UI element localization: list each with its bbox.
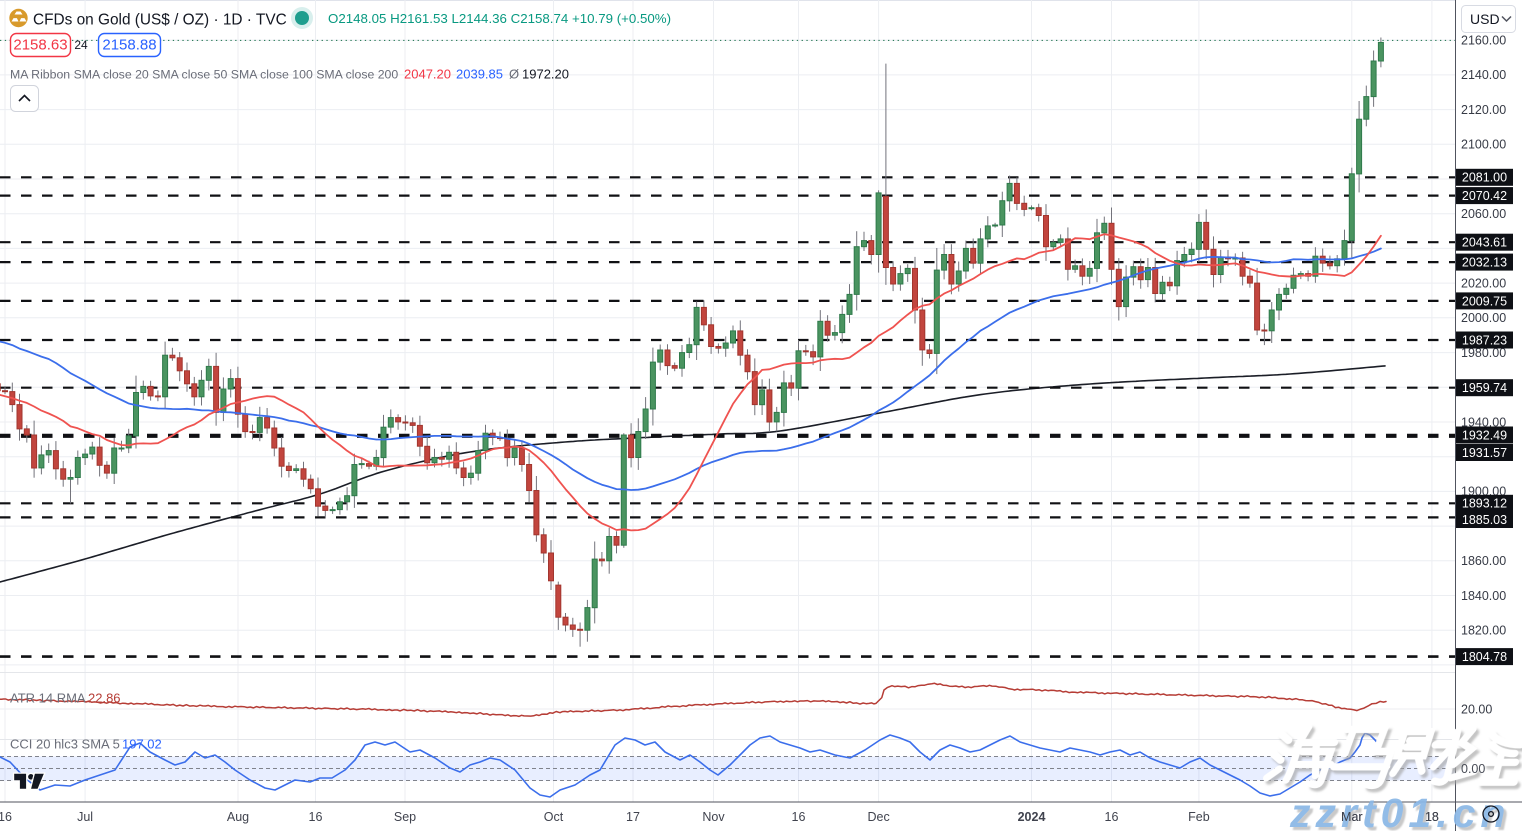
svg-text:2039.85: 2039.85 xyxy=(456,67,503,82)
svg-text:Mar: Mar xyxy=(1341,810,1363,824)
svg-text:2000.00: 2000.00 xyxy=(1461,311,1506,325)
svg-text:Aug: Aug xyxy=(227,810,249,824)
svg-text:2158.63: 2158.63 xyxy=(13,37,67,54)
svg-text:2020.00: 2020.00 xyxy=(1461,276,1506,290)
svg-text:22.86: 22.86 xyxy=(88,691,121,706)
svg-text:20.00: 20.00 xyxy=(1461,702,1492,716)
svg-text:1931.57: 1931.57 xyxy=(1462,446,1507,460)
svg-text:O2148.05 H2161.53 L2144.36 C21: O2148.05 H2161.53 L2144.36 C2158.74 +10.… xyxy=(328,11,671,26)
svg-text:Ø: Ø xyxy=(509,67,519,82)
svg-text:2160.00: 2160.00 xyxy=(1461,34,1506,48)
svg-text:zzrt01.cn: zzrt01.cn xyxy=(1289,790,1510,831)
svg-text:18: 18 xyxy=(1425,810,1439,824)
svg-text:17: 17 xyxy=(626,810,640,824)
svg-text:1972.20: 1972.20 xyxy=(522,67,569,82)
svg-text:2070.42: 2070.42 xyxy=(1462,189,1507,203)
svg-text:2140.00: 2140.00 xyxy=(1461,68,1506,82)
svg-text:2158.88: 2158.88 xyxy=(102,37,156,54)
svg-text:1885.03: 1885.03 xyxy=(1462,513,1507,527)
svg-text:16: 16 xyxy=(1105,810,1119,824)
svg-text:16: 16 xyxy=(792,810,806,824)
svg-text:2120.00: 2120.00 xyxy=(1461,103,1506,117)
svg-text:1840.00: 1840.00 xyxy=(1461,589,1506,603)
svg-text:16: 16 xyxy=(0,810,12,824)
svg-text:ATR 14 RMA: ATR 14 RMA xyxy=(10,691,86,706)
svg-text:1860.00: 1860.00 xyxy=(1461,554,1506,568)
svg-text:1959.74: 1959.74 xyxy=(1462,381,1507,395)
svg-text:1987.23: 1987.23 xyxy=(1462,333,1507,347)
svg-text:2100.00: 2100.00 xyxy=(1461,138,1506,152)
svg-text:2032.13: 2032.13 xyxy=(1462,256,1507,270)
svg-text:CFDs on Gold (US$ / OZ) · 1D ·: CFDs on Gold (US$ / OZ) · 1D · TVC xyxy=(33,12,287,29)
svg-text:2024: 2024 xyxy=(1018,810,1046,824)
svg-text:Feb: Feb xyxy=(1188,810,1210,824)
svg-text:16: 16 xyxy=(309,810,323,824)
svg-text:1893.12: 1893.12 xyxy=(1462,497,1507,511)
svg-text:1804.78: 1804.78 xyxy=(1462,650,1507,664)
svg-text:Dec: Dec xyxy=(867,810,889,824)
svg-text:2047.20: 2047.20 xyxy=(404,67,451,82)
svg-text:2060.00: 2060.00 xyxy=(1461,207,1506,221)
svg-text:1820.00: 1820.00 xyxy=(1461,624,1506,638)
svg-text:CCI 20 hlc3 SMA 5: CCI 20 hlc3 SMA 5 xyxy=(10,737,120,752)
svg-text:Oct: Oct xyxy=(544,810,564,824)
svg-text:USD: USD xyxy=(1470,11,1500,27)
svg-text:Jul: Jul xyxy=(77,810,93,824)
svg-text:1932.49: 1932.49 xyxy=(1462,428,1507,442)
svg-text:0.00: 0.00 xyxy=(1461,762,1485,776)
svg-text:Nov: Nov xyxy=(702,810,725,824)
svg-text:24: 24 xyxy=(74,38,88,52)
svg-text:MA Ribbon SMA close 20 SMA clo: MA Ribbon SMA close 20 SMA close 50 SMA … xyxy=(10,68,398,82)
svg-text:Sep: Sep xyxy=(394,810,416,824)
svg-text:2043.61: 2043.61 xyxy=(1462,236,1507,250)
svg-text:197.02: 197.02 xyxy=(122,737,162,752)
svg-text:2009.75: 2009.75 xyxy=(1462,294,1507,308)
svg-text:2081.00: 2081.00 xyxy=(1462,171,1507,185)
